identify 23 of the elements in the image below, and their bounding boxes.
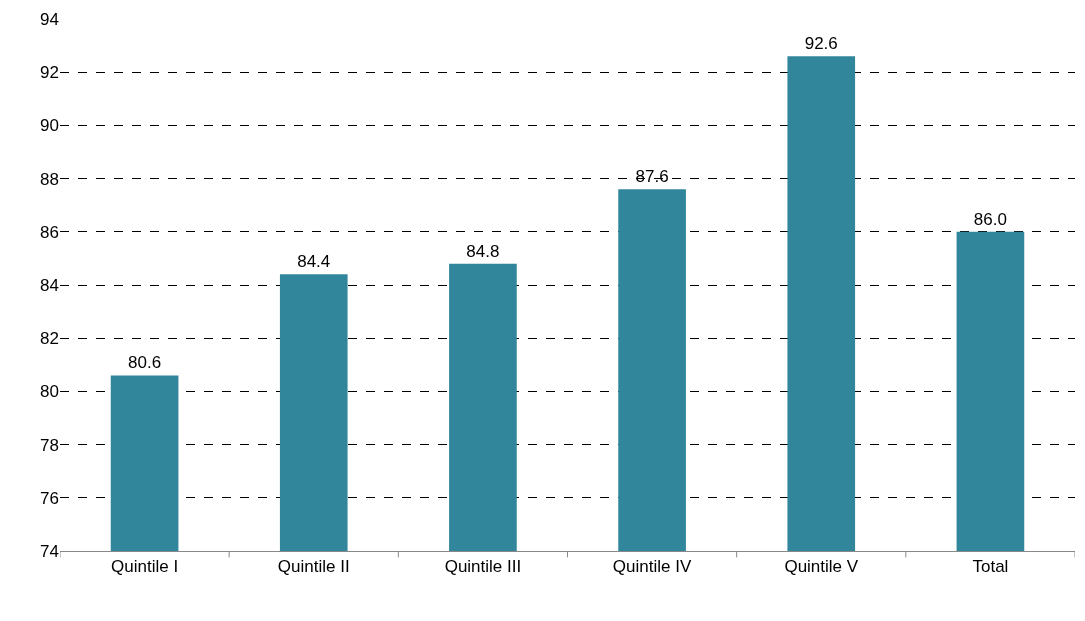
- x-tick-label: Total: [972, 557, 1009, 577]
- y-tick-label: 80: [40, 382, 59, 402]
- data-label: 84.8: [466, 241, 500, 261]
- y-tick-label: 78: [40, 435, 59, 455]
- x-tick-label: Quintile I: [111, 557, 179, 577]
- data-label: 87.6: [635, 167, 669, 187]
- y-tick-label: 92: [40, 63, 59, 83]
- x-tick-label: Quintile III: [444, 557, 522, 577]
- y-tick-label: 90: [40, 116, 59, 136]
- data-label: 84.4: [297, 252, 331, 272]
- y-tick-label: 94: [40, 9, 59, 29]
- x-tick-label: Quintile V: [784, 557, 859, 577]
- data-label: 92.6: [804, 34, 838, 54]
- y-tick-label: 88: [40, 169, 59, 189]
- y-tick-label: 76: [40, 488, 59, 508]
- y-tick-label: 74: [40, 541, 59, 561]
- y-tick-label: 86: [40, 222, 59, 242]
- data-label: 80.6: [128, 353, 162, 373]
- y-tick-label: 82: [40, 329, 59, 349]
- x-tick-label: Quintile IV: [612, 557, 692, 577]
- y-tick-label: 84: [40, 275, 59, 295]
- data-label: 86.0: [973, 209, 1007, 229]
- x-tick-label: Quintile II: [277, 557, 350, 577]
